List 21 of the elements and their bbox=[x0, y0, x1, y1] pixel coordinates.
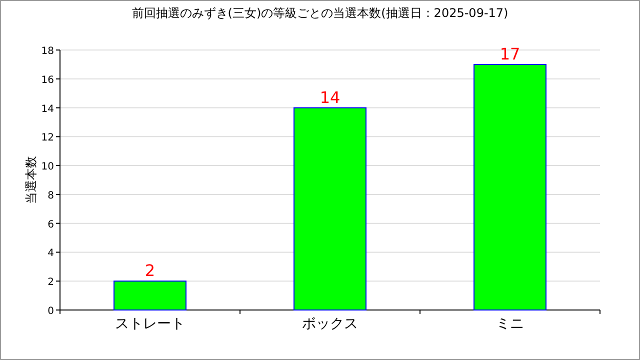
y-tick-label: 14 bbox=[41, 104, 54, 115]
data-label: 17 bbox=[500, 44, 520, 64]
y-tick-label: 18 bbox=[41, 46, 54, 57]
data-label: 14 bbox=[320, 88, 340, 107]
y-tick-label: 10 bbox=[41, 162, 54, 173]
data-label: 2 bbox=[144, 261, 156, 280]
y-tick-label: 6 bbox=[48, 219, 54, 230]
bar bbox=[114, 280, 186, 310]
y-tick-label: 8 bbox=[48, 190, 54, 202]
y-tick-label: 16 bbox=[41, 74, 54, 86]
x-tick-label: ストレート bbox=[115, 316, 185, 332]
y-tick-label: 0 bbox=[48, 306, 54, 317]
y-tick-label: 12 bbox=[41, 132, 54, 144]
bar bbox=[474, 64, 546, 310]
y-axis-title: 当選本数 bbox=[24, 156, 38, 204]
x-tick-label: ボックス bbox=[302, 316, 358, 332]
y-tick-label: 4 bbox=[48, 248, 54, 260]
x-tick-label: ミニ bbox=[496, 316, 524, 332]
bar bbox=[294, 107, 366, 310]
y-tick-label: 2 bbox=[48, 277, 54, 288]
chart-title: 前回抽選のみずき(三女)の等級ごとの当選本数(抽選日：2025-09-17) bbox=[132, 6, 508, 20]
